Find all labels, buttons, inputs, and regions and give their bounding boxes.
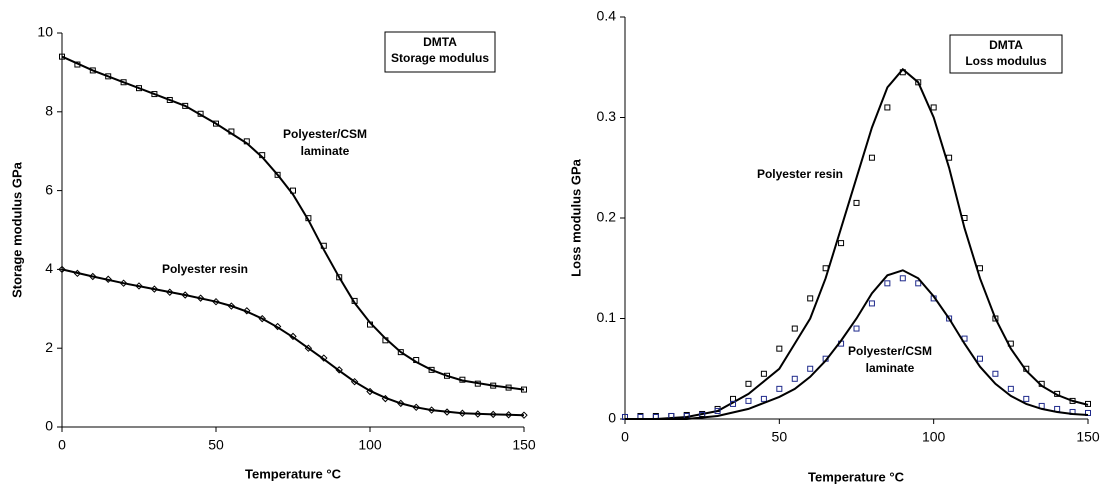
x-tick-label: 50 — [772, 429, 788, 445]
annotation: laminate — [866, 361, 915, 375]
data-point — [853, 199, 860, 206]
chart: 0 0.1 0.2 0.3 0.4 0 50 100 150 Temperature °C Loss… — [568, 8, 1099, 485]
y-tick-label: 6 — [45, 181, 53, 197]
data-point — [730, 400, 737, 407]
data-point — [946, 315, 953, 322]
fit-line — [61, 55, 525, 391]
y-tick-label: 0 — [608, 410, 616, 426]
x-tick-label: 100 — [358, 437, 382, 453]
data-point — [243, 307, 251, 315]
data-point — [745, 397, 752, 404]
data-point — [791, 325, 798, 332]
x-tick-label: 0 — [58, 437, 66, 453]
annotation: Polyester/CSM — [283, 127, 367, 141]
x-axis-title: Temperature °C — [808, 469, 905, 484]
data-point — [397, 349, 404, 356]
annotation: Polyester resin — [757, 167, 843, 181]
y-tick-label: 2 — [45, 339, 53, 355]
data-point — [58, 265, 66, 274]
y-tick-label: 10 — [37, 24, 53, 40]
y-tick-label: 0.1 — [597, 309, 617, 325]
data-point — [274, 171, 281, 178]
info-box — [384, 31, 496, 73]
x-tick-label: 50 — [208, 437, 224, 453]
info-box — [949, 34, 1063, 74]
info-box-text: Storage modulus — [391, 51, 489, 65]
data-point — [1023, 395, 1030, 402]
data-point — [760, 370, 767, 377]
data-point — [868, 154, 875, 161]
data-point — [104, 275, 112, 283]
x-axis-title: Temperature °C — [245, 466, 342, 481]
data-point — [791, 375, 798, 382]
y-tick-label: 0.3 — [597, 108, 617, 124]
data-point — [776, 385, 783, 392]
data-point — [853, 325, 860, 332]
data-point — [807, 295, 814, 302]
y-axis-title: Storage modulus GPa — [9, 161, 24, 298]
data-point — [930, 104, 937, 111]
y-tick-label: 4 — [45, 260, 53, 276]
data-point — [776, 345, 783, 352]
data-point — [915, 280, 922, 287]
y-axis-title: Loss modulus GPa — [568, 158, 583, 277]
data-point — [884, 280, 891, 287]
annotation: Polyester resin — [162, 262, 248, 276]
data-point — [1007, 385, 1014, 392]
fit-line — [625, 67, 1089, 420]
annotation: laminate — [301, 144, 350, 158]
data-point — [213, 120, 219, 127]
info-box-text: DMTA — [423, 35, 457, 49]
data-point — [838, 240, 845, 247]
data-point — [714, 407, 721, 414]
x-tick-label: 0 — [621, 429, 629, 445]
data-point — [992, 370, 999, 377]
data-point — [807, 365, 814, 372]
data-point — [1085, 409, 1091, 416]
data-point — [760, 395, 767, 402]
info-box-text: Loss modulus — [965, 54, 1047, 68]
x-tick-label: 150 — [512, 437, 536, 453]
y-tick-label: 0 — [45, 418, 53, 434]
fit-line — [625, 269, 1089, 420]
y-tick-label: 0.4 — [597, 8, 617, 24]
data-point — [884, 104, 891, 111]
data-point — [868, 300, 875, 307]
annotation: Polyester/CSM — [848, 344, 932, 358]
info-box-text: DMTA — [989, 38, 1023, 52]
data-point — [976, 355, 983, 362]
fit-line — [61, 268, 525, 417]
x-tick-label: 150 — [1076, 429, 1100, 445]
data-point — [899, 275, 906, 282]
y-tick-label: 0.2 — [597, 209, 617, 225]
data-point — [336, 274, 343, 281]
x-tick-label: 100 — [922, 429, 946, 445]
y-tick-label: 8 — [45, 103, 53, 119]
data-point — [745, 380, 752, 387]
